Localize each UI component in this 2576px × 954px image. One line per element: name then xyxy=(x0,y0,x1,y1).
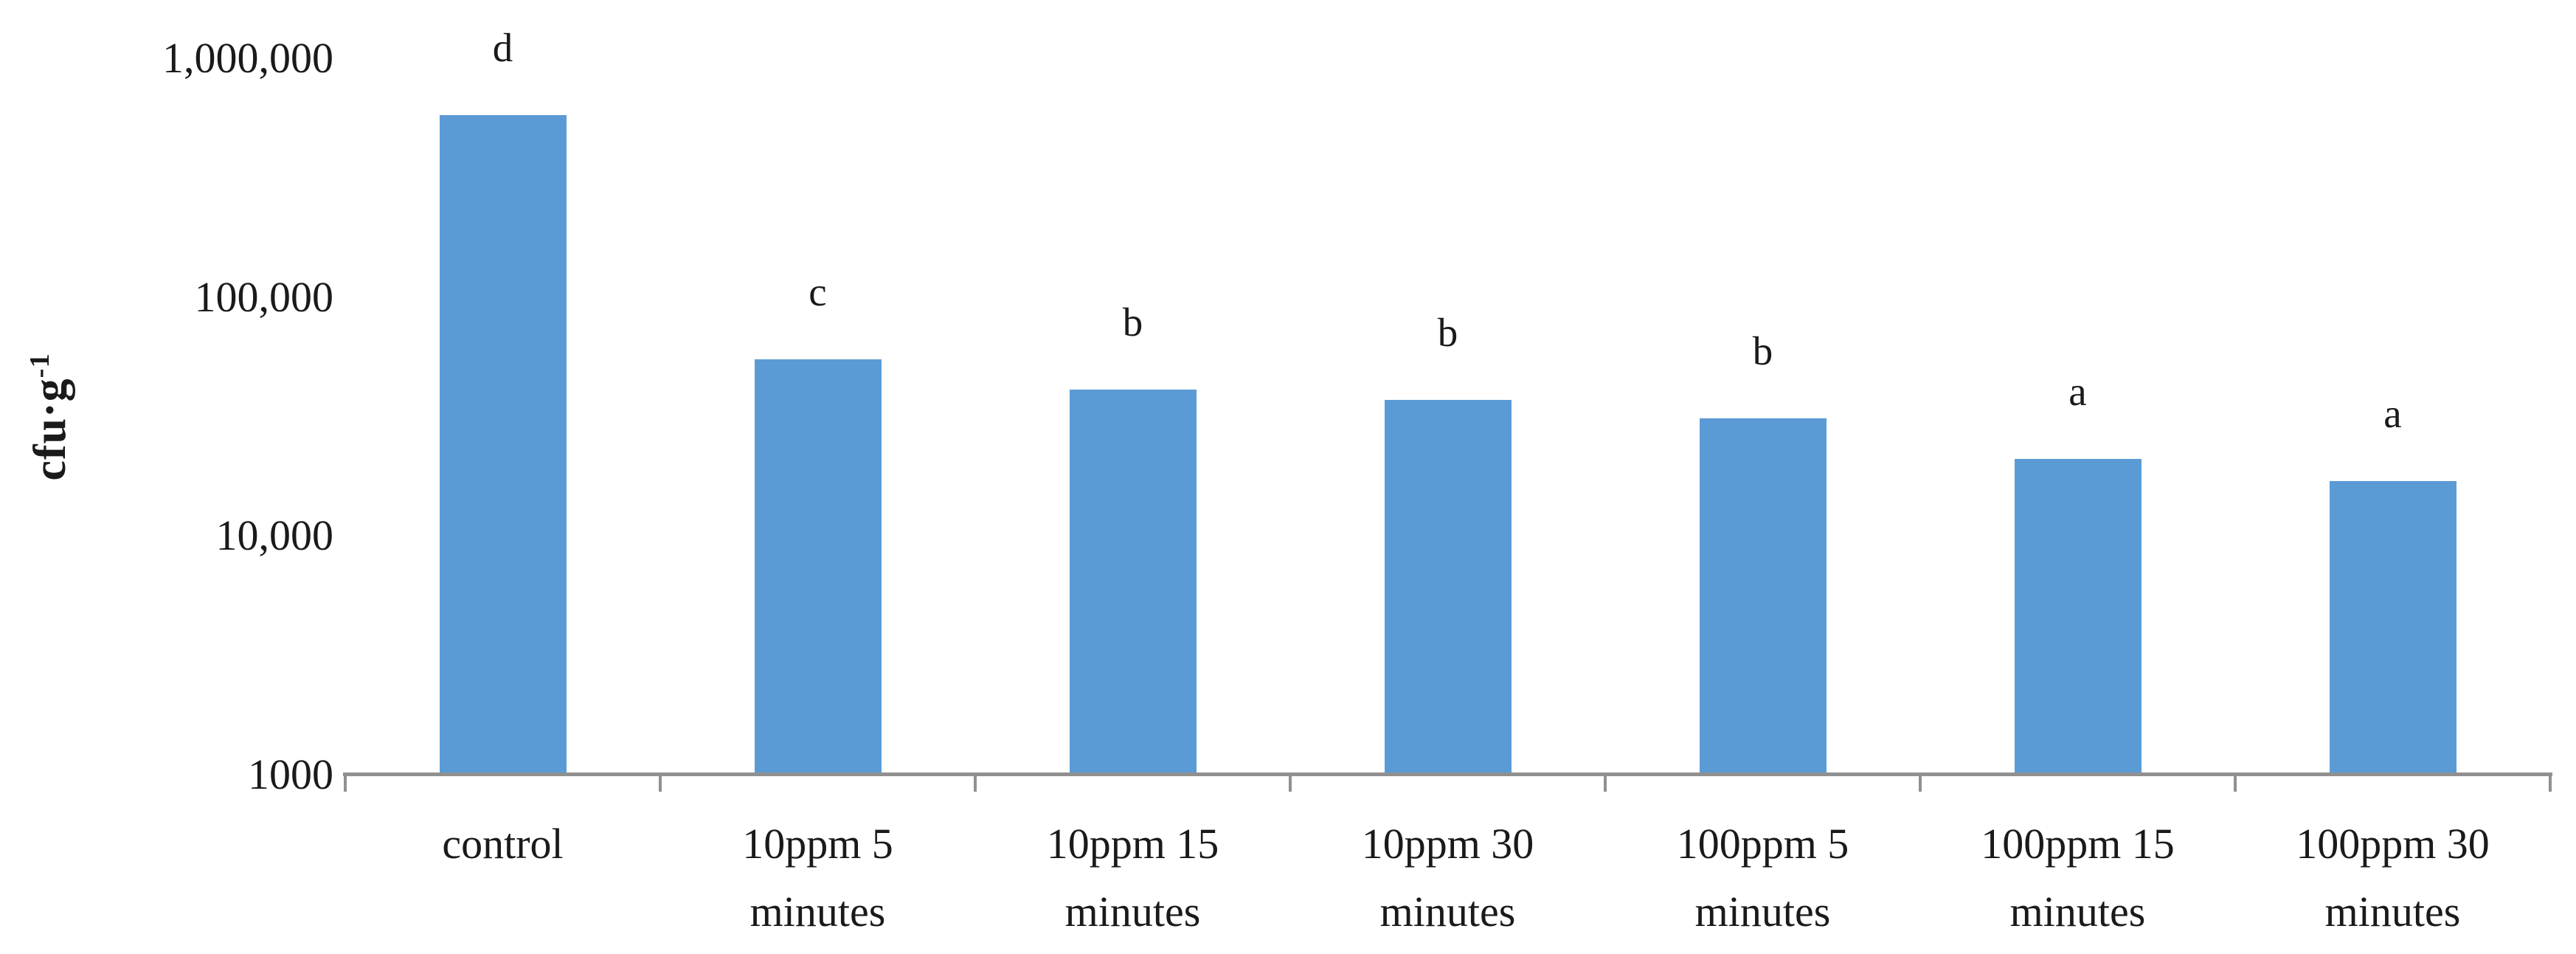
bar-100ppm-30min xyxy=(2329,480,2456,773)
axis-tick-mark xyxy=(344,772,347,792)
category-label-line: minutes xyxy=(1064,888,1201,936)
axis-tick-mark xyxy=(659,772,662,792)
axis-tick-mark xyxy=(2234,772,2237,792)
category-label-line: minutes xyxy=(2009,888,2146,936)
category-label: 100ppm 5 minutes xyxy=(1605,810,1920,946)
category-label-line: minutes xyxy=(1379,888,1516,936)
category-label-line: 10ppm 5 xyxy=(742,820,893,868)
category-label-line: 100ppm 30 xyxy=(2296,820,2490,868)
category-label-line: minutes xyxy=(749,888,886,936)
axis-tick-mark xyxy=(1604,772,1607,792)
axis-tick-mark xyxy=(1289,772,1292,792)
category-label-line: minutes xyxy=(2324,888,2461,936)
category-label-line: 10ppm 30 xyxy=(1361,820,1534,868)
significance-letter: b xyxy=(1122,299,1143,345)
x-axis-line xyxy=(343,772,2552,776)
axis-tick-mark xyxy=(1919,772,1922,792)
category-label: control xyxy=(345,810,660,878)
category-label: 100ppm 30 minutes xyxy=(2235,810,2550,946)
category-label-line: 100ppm 15 xyxy=(1981,820,2175,868)
category-label: 10ppm 15 minutes xyxy=(975,810,1290,946)
bar-100ppm-5min xyxy=(1699,418,1827,773)
axis-tick-mark xyxy=(974,772,977,792)
significance-letter: a xyxy=(2068,369,2087,415)
significance-letter: b xyxy=(1752,328,1773,374)
bar-100ppm-15min xyxy=(2014,459,2142,773)
significance-letter: d xyxy=(492,24,513,70)
category-label-line: 10ppm 15 xyxy=(1046,820,1219,868)
category-label-line: minutes xyxy=(1694,888,1831,936)
y-axis-tick-label: 1000 xyxy=(248,750,333,798)
bar-10ppm-15min xyxy=(1069,389,1197,773)
significance-letter: a xyxy=(2383,390,2402,436)
category-label-line: 100ppm 5 xyxy=(1676,820,1849,868)
bar-10ppm-5min xyxy=(754,359,882,773)
y-axis-title: cfu·g-1 xyxy=(24,353,77,480)
category-label-line: control xyxy=(442,820,564,868)
axis-tick-mark xyxy=(2549,772,2552,792)
y-axis-tick-label: 100,000 xyxy=(194,272,334,321)
y-axis-tick-label: 1,000,000 xyxy=(162,34,333,82)
bar-10ppm-30min xyxy=(1384,400,1512,773)
significance-letter: b xyxy=(1437,310,1458,356)
y-axis-tick-label: 10,000 xyxy=(215,511,334,560)
y-axis-title-text: cfu·g xyxy=(24,378,75,481)
significance-letter: c xyxy=(809,269,827,314)
category-label: 10ppm 5 minutes xyxy=(660,810,975,946)
y-axis-title-exponent: -1 xyxy=(24,353,56,379)
bar-control xyxy=(439,114,567,773)
category-label: 10ppm 30 minutes xyxy=(1290,810,1605,946)
category-label: 100ppm 15 minutes xyxy=(1920,810,2235,946)
